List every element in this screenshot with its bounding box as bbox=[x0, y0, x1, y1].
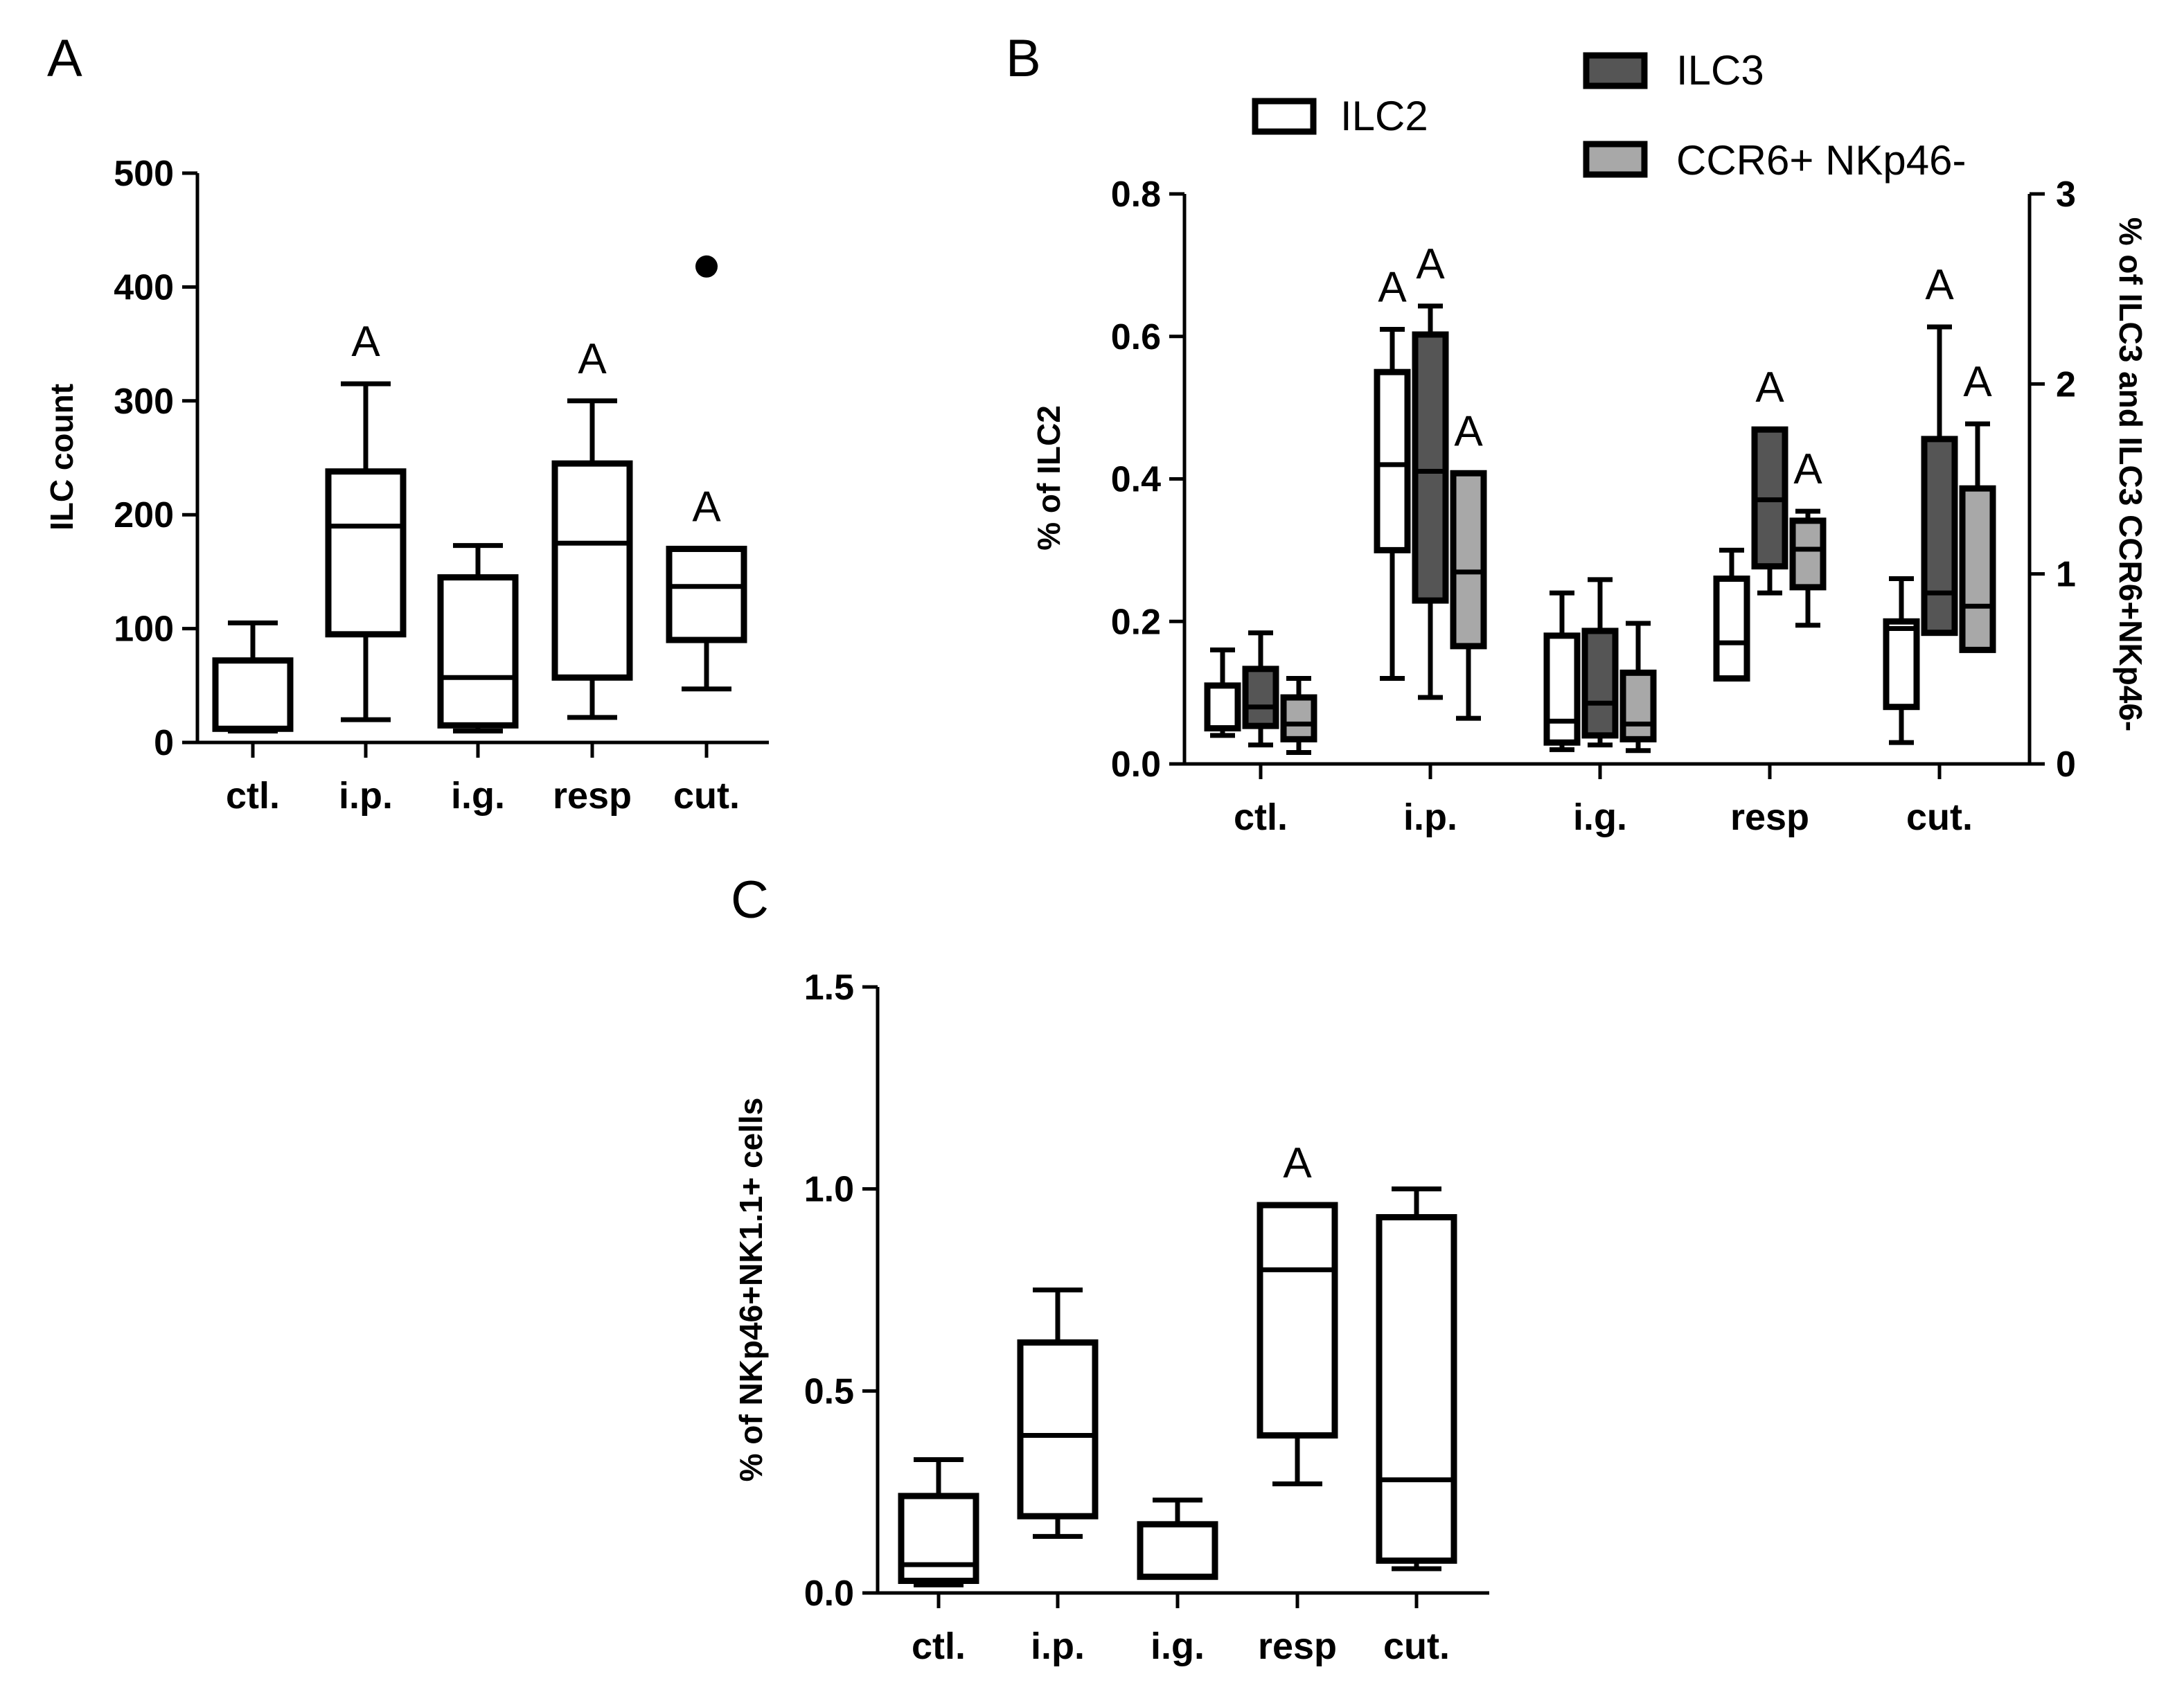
panel-c-x-tick-label-i-g: i.g. bbox=[1151, 1626, 1205, 1667]
panel-b-ccr6-nkp46-ctl-box bbox=[1280, 694, 1317, 742]
panel-a-chart: ILC count 0 100 200 300 400 500 ctl. i.p. i.g. re… bbox=[44, 154, 769, 817]
panel-b-ilc2-i-p-box bbox=[1374, 368, 1411, 553]
panel-b-y2-tick-label: 1 bbox=[2056, 555, 2076, 595]
panel-c-nkp46-nk1-1-resp-significance-label: A bbox=[1283, 1139, 1312, 1187]
panel-a-ilc-count-ctl-box bbox=[212, 657, 294, 732]
panel-c-nkp46-nk1-1-ctl-box bbox=[898, 1493, 979, 1584]
legend: ILC2 ILC3 CCR6+ NKp46- bbox=[1252, 47, 1967, 184]
panel-a-ilc-count-i-p-box bbox=[325, 468, 407, 638]
panel-b-ilc2-i-g-box bbox=[1543, 632, 1581, 746]
panel-b-y2-axis-title: % of ILC3 and ILC3 CCR6+NKp46- bbox=[2113, 217, 2149, 732]
panel-b-ccr6-nkp46-resp-box bbox=[1789, 517, 1827, 591]
panel-b-y-tick-label: 0.6 bbox=[1111, 317, 1161, 357]
panel-a-x-tick-label-ctl: ctl. bbox=[226, 775, 280, 817]
panel-b-x-tick-label-resp: resp bbox=[1730, 796, 1809, 838]
panel-b-x-tick-label-cut: cut. bbox=[1906, 796, 1973, 838]
panel-b-ccr6-nkp46-cut-box bbox=[1959, 485, 1996, 653]
legend-swatch-ccr6 bbox=[1583, 141, 1648, 178]
panel-b-ilc2-i-p-significance-label: A bbox=[1378, 263, 1407, 311]
panel-b-ccr6-nkp46-i-p-box bbox=[1450, 470, 1487, 650]
panel-b-y-tick-label: 0.4 bbox=[1111, 460, 1161, 500]
panel-a-x-tick-label-cut: cut. bbox=[673, 775, 740, 817]
panel-letter-a: A bbox=[47, 29, 82, 88]
panel-b-ilc3-cut-significance-label: A bbox=[1925, 261, 1954, 309]
panel-b-ilc3-ctl-box bbox=[1242, 666, 1279, 729]
panel-b-x-tick-label-i-p: i.p. bbox=[1403, 796, 1457, 838]
panel-b-y-tick-label: 0.0 bbox=[1111, 745, 1161, 785]
panel-a-ilc-count-resp-box bbox=[551, 460, 633, 681]
panel-a-x-tick-label-i-p: i.p. bbox=[339, 775, 393, 817]
panel-letter-b: B bbox=[1006, 29, 1041, 88]
panel-b-ccr6-nkp46-i-p-significance-label: A bbox=[1454, 407, 1483, 455]
panel-c-x-tick-label-ctl: ctl. bbox=[912, 1626, 966, 1667]
panel-a-y-axis-title: ILC count bbox=[44, 384, 80, 531]
panel-c-y-tick-label: 0.0 bbox=[804, 1574, 854, 1614]
legend-label-ilc3: ILC3 bbox=[1676, 47, 1764, 93]
panel-b-chart: % of ILC2 % of ILC3 and ILC3 CCR6+NKp46-… bbox=[1031, 47, 2149, 838]
panel-b-x-tick-label-i-g: i.g. bbox=[1573, 796, 1627, 838]
panel-c-nkp46-nk1-1-i-p-box bbox=[1017, 1339, 1099, 1520]
panel-b-ilc3-cut-box bbox=[1921, 436, 1958, 636]
panel-c-nkp46-nk1-1-resp-box bbox=[1257, 1202, 1338, 1439]
panel-b-ilc2-resp-box bbox=[1713, 576, 1750, 682]
panel-a-ilc-count-cut-outlier bbox=[695, 255, 718, 278]
panel-c-chart: % of NKp46+NK1.1+ cells 0.0 0.5 1.0 1.5 ctl.… bbox=[733, 968, 1489, 1667]
panel-c-x-tick-label-i-p: i.p. bbox=[1031, 1626, 1085, 1667]
panel-b-ilc3-resp-significance-label: A bbox=[1755, 364, 1784, 411]
legend-swatch-ilc3 bbox=[1583, 52, 1648, 89]
panel-b-y-tick-label: 0.2 bbox=[1111, 602, 1161, 642]
panel-b-y2-tick-label: 3 bbox=[2056, 175, 2076, 215]
legend-label-ilc2: ILC2 bbox=[1340, 93, 1428, 139]
panel-b-ccr6-nkp46-resp-significance-label: A bbox=[1793, 445, 1822, 493]
panel-c-y-tick-label: 0.5 bbox=[804, 1371, 854, 1412]
panel-b-y-axis-title: % of ILC2 bbox=[1031, 405, 1067, 551]
panel-a-ilc-count-resp-significance-label: A bbox=[578, 335, 607, 383]
panel-b-ccr6-nkp46-i-g-box bbox=[1619, 669, 1657, 742]
panel-a-ilc-count-cut-box bbox=[666, 546, 747, 643]
panel-c-nkp46-nk1-1-i-g-box bbox=[1137, 1521, 1218, 1580]
panel-a-x-tick-label-resp: resp bbox=[553, 775, 632, 817]
panel-b-y-tick-label: 0.8 bbox=[1111, 175, 1161, 215]
panel-a-y-tick-label: 200 bbox=[114, 495, 174, 535]
panel-a-y-tick-label: 400 bbox=[114, 267, 174, 308]
legend-label-ccr6: CCR6+ NKp46- bbox=[1676, 137, 1967, 184]
panel-a-ilc-count-i-g-box bbox=[437, 574, 519, 729]
panel-c-x-tick-label-cut: cut. bbox=[1383, 1626, 1450, 1667]
panel-b-ilc3-i-g-box bbox=[1581, 627, 1619, 739]
panel-c-y-tick-label: 1.0 bbox=[804, 1170, 854, 1210]
panel-b-y2-tick-label: 2 bbox=[2056, 364, 2076, 404]
panel-c-y-axis-title: % of NKp46+NK1.1+ cells bbox=[733, 1098, 769, 1482]
panel-b-y2-tick-label: 0 bbox=[2056, 745, 2076, 785]
panel-b-ilc2-cut-box bbox=[1883, 618, 1920, 711]
panel-c-nkp46-nk1-1-cut-box bbox=[1376, 1214, 1457, 1564]
panel-b-ilc2-ctl-box bbox=[1204, 682, 1241, 732]
panel-c-y-tick-label: 1.5 bbox=[804, 968, 854, 1008]
panel-b-x-tick-label-ctl: ctl. bbox=[1234, 796, 1288, 838]
panel-a-ilc-count-cut-significance-label: A bbox=[692, 483, 721, 531]
panel-a-y-tick-label: 100 bbox=[114, 609, 174, 650]
panel-a-y-tick-label: 0 bbox=[154, 723, 174, 763]
panel-letter-c: C bbox=[731, 871, 769, 929]
panel-b-ilc3-i-p-box bbox=[1412, 331, 1449, 604]
panel-a-ilc-count-i-p-significance-label: A bbox=[351, 318, 380, 366]
panel-a-y-tick-label: 300 bbox=[114, 382, 174, 422]
panel-a-x-tick-label-i-g: i.g. bbox=[451, 775, 505, 817]
panel-c-x-tick-label-resp: resp bbox=[1258, 1626, 1337, 1667]
legend-swatch-ilc2 bbox=[1252, 98, 1317, 135]
panel-a-y-tick-label: 500 bbox=[114, 154, 174, 194]
panel-b-ilc3-i-p-significance-label: A bbox=[1416, 240, 1445, 288]
panel-b-ccr6-nkp46-cut-significance-label: A bbox=[1963, 358, 1992, 406]
